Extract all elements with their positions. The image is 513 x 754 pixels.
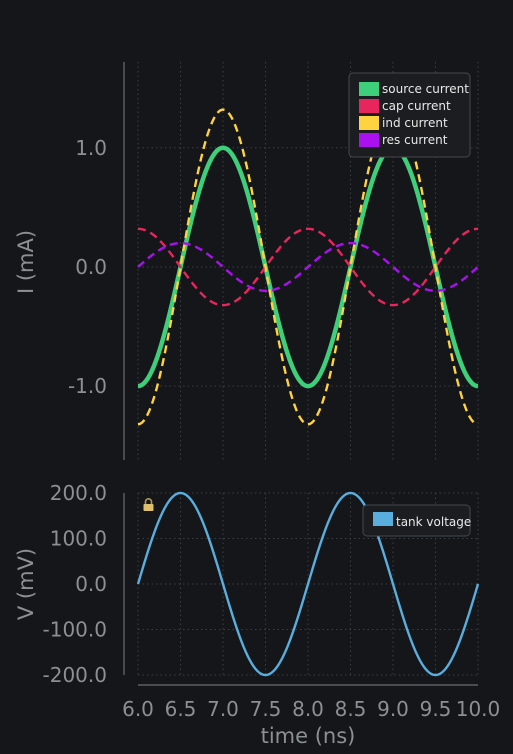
voltage-legend[interactable]: tank voltage bbox=[362, 504, 471, 537]
legend-label: ind current bbox=[382, 116, 448, 130]
y-tick-label: 200.0 bbox=[50, 481, 107, 505]
series-line-res-current bbox=[137, 241, 479, 292]
x-tick-label: 8.5 bbox=[335, 697, 367, 721]
y-tick-label: -100.0 bbox=[43, 618, 107, 642]
y-tick-label: 0.0 bbox=[75, 572, 107, 596]
voltage-series bbox=[136, 491, 480, 677]
current-legend[interactable]: source current cap current ind current res … bbox=[348, 72, 471, 158]
y-tick-label: 1.0 bbox=[75, 136, 107, 160]
legend-swatch bbox=[359, 116, 379, 130]
y-tick-label: 100.0 bbox=[50, 527, 107, 551]
legend-label: res current bbox=[382, 133, 448, 147]
current-plot[interactable]: -1.0 0.0 1.0 I (mA) source current cap curr… bbox=[14, 62, 479, 460]
series-line-cap-current bbox=[137, 227, 479, 307]
x-tick-label: 6.5 bbox=[165, 697, 197, 721]
series-line-tank-voltage bbox=[136, 491, 480, 677]
voltage-plot[interactable]: -200.0 -100.0 0.0 100.0 200.0 6.0 6.5 7.0 7.5 8.… bbox=[14, 481, 500, 748]
x-tick-label: 9.5 bbox=[420, 697, 452, 721]
x-tick-label: 7.5 bbox=[250, 697, 282, 721]
legend-label: cap current bbox=[382, 99, 451, 113]
current-series bbox=[137, 108, 479, 426]
series-line-ind-current bbox=[137, 108, 479, 426]
x-tick-label: 8.0 bbox=[292, 697, 324, 721]
x-tick-label: 6.0 bbox=[122, 697, 154, 721]
legend-swatch bbox=[359, 99, 379, 113]
y-tick-label: 0.0 bbox=[75, 255, 107, 279]
y-tick-label: -200.0 bbox=[43, 663, 107, 687]
legend-label: tank voltage bbox=[396, 515, 471, 529]
legend-label: source current bbox=[382, 82, 469, 96]
current-y-axis-label: I (mA) bbox=[14, 230, 38, 294]
legend-swatch bbox=[359, 82, 379, 96]
x-tick-label: 9.0 bbox=[377, 697, 409, 721]
legend-swatch bbox=[359, 133, 379, 147]
x-tick-label: 10.0 bbox=[456, 697, 501, 721]
x-tick-label: 7.0 bbox=[207, 697, 239, 721]
legend-swatch bbox=[373, 512, 393, 526]
legend-box bbox=[348, 72, 471, 158]
voltage-x-ticks: 6.0 6.5 7.0 7.5 8.0 8.5 9.0 9.5 10.0 bbox=[122, 697, 500, 721]
series-line-source-current bbox=[137, 145, 479, 389]
voltage-y-axis-label: V (mV) bbox=[14, 548, 38, 620]
voltage-y-ticks: -200.0 -100.0 0.0 100.0 200.0 bbox=[43, 481, 107, 687]
lock-icon[interactable] bbox=[143, 498, 154, 511]
current-y-ticks: -1.0 0.0 1.0 bbox=[68, 136, 107, 398]
voltage-x-axis-label: time (ns) bbox=[261, 724, 356, 748]
y-tick-label: -1.0 bbox=[68, 374, 107, 398]
